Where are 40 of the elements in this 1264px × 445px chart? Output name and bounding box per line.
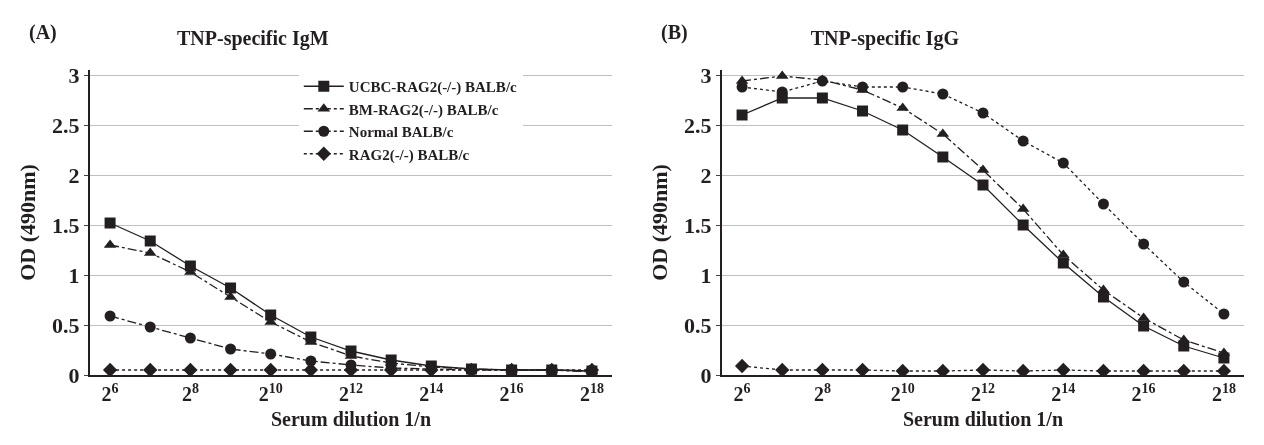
x-tick-label: 2$^{6}$ (733, 380, 751, 405)
y-tick-label: 3 (68, 62, 80, 88)
y-axis-title: OD (490nm) (15, 164, 40, 281)
x-tick-label: 2$^{8}$ (181, 380, 199, 405)
text: (A) (29, 21, 57, 44)
y-tick-label: 2.5 (684, 112, 712, 138)
legend-label: UCBC-RAG2(-/-) BALB/c (348, 79, 518, 97)
y-tick-label: 0.5 (52, 312, 80, 338)
y-tick-label: 1.5 (52, 212, 80, 238)
x-tick-label: 2$^{8}$ (813, 380, 831, 405)
legend-label: Normal BALB/c (348, 124, 454, 141)
text: (B) (661, 21, 688, 44)
y-tick-label: 0.5 (684, 312, 712, 338)
legend-label: RAG2(-/-) BALB/c (348, 146, 470, 164)
x-tick-label: 2$^{18}$ (579, 380, 604, 405)
x-tick-label: 2$^{14}$ (419, 380, 444, 405)
y-tick-label: 1.5 (684, 212, 712, 238)
x-tick-label: 2$^{16}$ (1131, 380, 1156, 405)
legend-label: BM-RAG2(-/-) BALB/c (348, 101, 499, 119)
x-tick-label: 2$^{18}$ (1211, 380, 1236, 405)
y-axis-title: OD (490nm) (647, 164, 672, 281)
x-tick-label: 2$^{10}$ (890, 380, 915, 405)
y-tick-label: 1 (68, 262, 80, 288)
y-tick-label: 1 (700, 262, 712, 288)
x-tick-label: 2$^{12}$ (971, 380, 995, 405)
chart-title: TNP-specific IgM (176, 27, 329, 51)
y-tick-label: 2 (68, 162, 80, 188)
y-tick-label: 2.5 (52, 112, 80, 138)
x-axis-title: Serum dilution 1/n (270, 408, 432, 430)
x-tick-label: 2$^{6}$ (101, 380, 119, 405)
x-tick-label: 2$^{10}$ (258, 380, 283, 405)
x-axis-title: Serum dilution 1/n (902, 408, 1064, 430)
y-tick-label: 0 (700, 362, 712, 388)
y-tick-label: 3 (700, 62, 712, 88)
y-tick-label: 2 (700, 162, 712, 188)
x-tick-label: 2$^{14}$ (1051, 380, 1076, 405)
x-tick-label: 2$^{12}$ (339, 380, 363, 405)
chart-title: TNP-specific IgG (810, 27, 960, 51)
x-tick-label: 2$^{16}$ (499, 380, 524, 405)
y-tick-label: 0 (68, 362, 80, 388)
